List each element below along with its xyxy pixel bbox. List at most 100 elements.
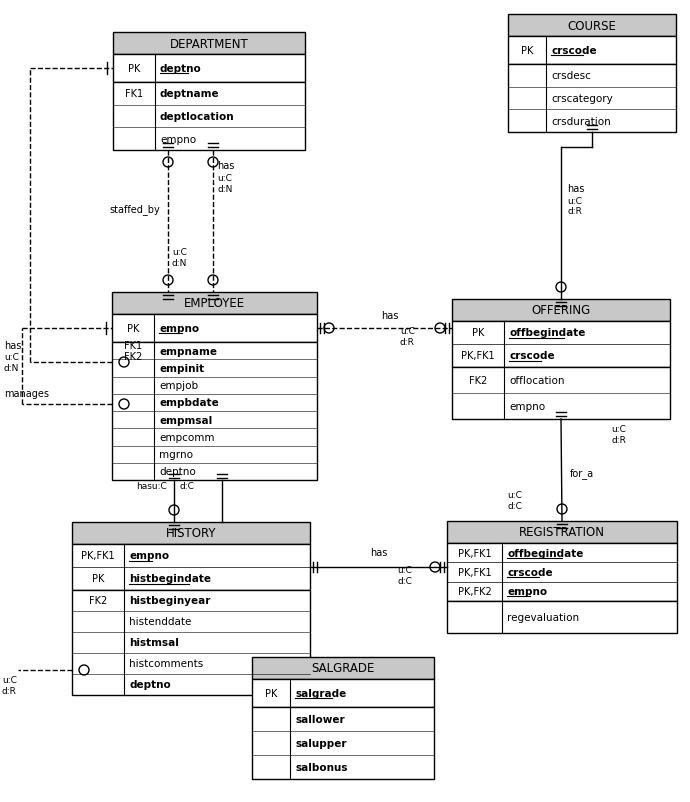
Bar (112, 293, 317, 314)
Text: d:R: d:R (567, 207, 582, 217)
Text: hasu:C: hasu:C (136, 481, 167, 490)
Text: histenddate: histenddate (129, 617, 191, 626)
Bar (72, 522, 310, 545)
Text: u:C: u:C (507, 490, 522, 500)
Bar (113, 83, 305, 151)
Text: deptname: deptname (160, 89, 219, 99)
Bar (447, 543, 677, 602)
Text: for_a: for_a (570, 468, 594, 478)
Text: u:C: u:C (567, 196, 582, 205)
Text: deptno: deptno (129, 679, 170, 690)
Bar (252, 657, 434, 679)
Bar (72, 590, 310, 695)
Text: deptno: deptno (160, 64, 201, 74)
Text: u:C: u:C (400, 326, 415, 335)
Text: u:C: u:C (2, 675, 17, 684)
Bar (508, 15, 676, 37)
Bar (447, 521, 677, 543)
Text: salbonus: salbonus (295, 762, 348, 772)
Text: histbegindate: histbegindate (129, 573, 211, 584)
Bar (452, 322, 670, 367)
Text: d:R: d:R (611, 435, 626, 444)
Bar (113, 33, 305, 55)
Text: empcomm: empcomm (159, 432, 215, 443)
Text: EMPLOYEE: EMPLOYEE (184, 297, 245, 310)
Text: has: has (217, 160, 235, 171)
Text: COURSE: COURSE (568, 19, 616, 32)
Text: empno: empno (509, 402, 545, 411)
Text: sallower: sallower (295, 714, 344, 724)
Bar (252, 707, 434, 779)
Text: histcomments: histcomments (129, 658, 204, 669)
Bar (447, 602, 677, 634)
Text: empmsal: empmsal (159, 415, 213, 425)
Text: PK,FK1: PK,FK1 (457, 548, 491, 558)
Text: FK2: FK2 (469, 375, 487, 386)
Text: deptno: deptno (159, 467, 196, 476)
Text: FK2: FK2 (89, 596, 107, 606)
Bar (452, 300, 670, 322)
Text: staffed_by: staffed_by (109, 205, 160, 215)
Text: u:C: u:C (4, 353, 19, 362)
Text: OFFERING: OFFERING (531, 304, 591, 317)
Text: PK: PK (265, 688, 277, 698)
Text: HISTORY: HISTORY (166, 527, 216, 540)
Text: PK: PK (92, 573, 104, 584)
Text: empno: empno (160, 135, 196, 144)
Bar (252, 679, 434, 707)
Text: crscode: crscode (507, 567, 553, 577)
Text: salupper: salupper (295, 738, 346, 748)
Text: deptlocation: deptlocation (160, 111, 235, 122)
Bar (112, 314, 317, 342)
Text: FK1
FK2: FK1 FK2 (124, 340, 142, 362)
Text: PK,FK1: PK,FK1 (81, 551, 115, 561)
Text: u:C: u:C (217, 174, 232, 183)
Text: offbegindate: offbegindate (507, 548, 583, 558)
Bar (112, 342, 317, 480)
Bar (113, 55, 305, 83)
Text: empbdate: empbdate (159, 398, 219, 408)
Text: d:N: d:N (172, 259, 188, 268)
Text: crsdesc: crsdesc (551, 71, 591, 81)
Text: PK: PK (521, 46, 533, 56)
Text: u:C: u:C (397, 565, 412, 574)
Text: d:R: d:R (2, 687, 17, 695)
Text: mgrno: mgrno (159, 450, 193, 460)
Text: manages: manages (4, 388, 49, 399)
Text: PK,FK1: PK,FK1 (461, 351, 495, 361)
Text: u:C: u:C (172, 248, 187, 257)
Text: d:R: d:R (400, 338, 415, 346)
Bar (452, 367, 670, 419)
Text: DEPARTMENT: DEPARTMENT (170, 38, 248, 51)
Bar (508, 37, 676, 65)
Text: offlocation: offlocation (509, 375, 564, 386)
Text: has: has (567, 184, 584, 193)
Text: PK: PK (472, 328, 484, 338)
Text: salgrade: salgrade (295, 688, 346, 698)
Text: has: has (370, 547, 387, 557)
Text: PK: PK (128, 64, 140, 74)
Text: empno: empno (507, 586, 547, 597)
Text: REGISTRATION: REGISTRATION (519, 526, 605, 539)
Text: PK,FK2: PK,FK2 (457, 586, 491, 597)
Text: crscode: crscode (551, 46, 597, 56)
Text: u:C: u:C (611, 424, 626, 433)
Text: crsduration: crsduration (551, 116, 611, 127)
Text: d:C: d:C (507, 501, 522, 510)
Text: empjob: empjob (159, 381, 198, 391)
Text: empinit: empinit (159, 363, 204, 374)
Text: empname: empname (159, 346, 217, 356)
Text: has: has (381, 310, 398, 321)
Text: PK: PK (127, 323, 139, 334)
Text: regevaluation: regevaluation (507, 612, 579, 622)
Text: d:N: d:N (4, 363, 19, 373)
Text: PK,FK1: PK,FK1 (457, 567, 491, 577)
Text: SALGRADE: SALGRADE (311, 662, 375, 674)
Text: histmsal: histmsal (129, 638, 179, 648)
Text: crscode: crscode (509, 351, 555, 361)
Text: has: has (4, 341, 21, 350)
Text: offbegindate: offbegindate (509, 328, 585, 338)
Text: d:N: d:N (217, 184, 233, 194)
Text: d:C: d:C (397, 577, 412, 585)
Text: histbeginyear: histbeginyear (129, 596, 210, 606)
